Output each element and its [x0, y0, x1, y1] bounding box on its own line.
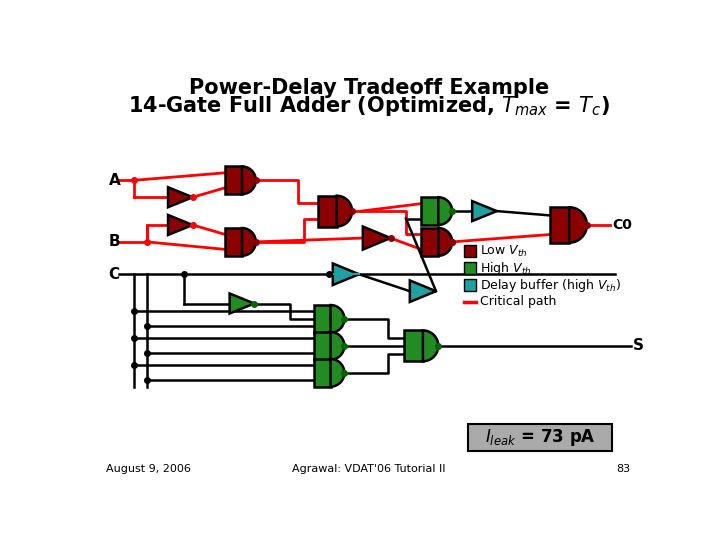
Polygon shape [410, 280, 436, 302]
Polygon shape [230, 294, 254, 314]
Text: A: A [109, 173, 120, 188]
Polygon shape [438, 197, 452, 225]
Text: Agrawal: VDAT'06 Tutorial II: Agrawal: VDAT'06 Tutorial II [292, 464, 446, 474]
Polygon shape [472, 201, 497, 221]
Bar [464, 262, 476, 274]
Bar [464, 245, 476, 257]
Polygon shape [168, 187, 193, 207]
Polygon shape [314, 305, 330, 333]
Polygon shape [314, 359, 330, 387]
Polygon shape [438, 228, 452, 256]
Polygon shape [423, 330, 438, 361]
Text: 83: 83 [616, 464, 631, 474]
Polygon shape [242, 166, 256, 194]
Polygon shape [421, 228, 438, 256]
Polygon shape [421, 197, 438, 225]
Text: C: C [109, 267, 120, 282]
Polygon shape [225, 166, 242, 194]
Polygon shape [318, 195, 337, 226]
Text: 14-Gate Full Adder (Optimized, $\mathit{T}_{max}$ = $\mathit{T}_c$): 14-Gate Full Adder (Optimized, $\mathit{… [128, 93, 610, 118]
Polygon shape [242, 228, 256, 256]
Polygon shape [168, 215, 193, 235]
Polygon shape [570, 207, 587, 242]
Polygon shape [314, 332, 330, 360]
Text: Low $V_{th}$: Low $V_{th}$ [480, 244, 528, 259]
Polygon shape [333, 264, 359, 285]
Polygon shape [330, 332, 344, 360]
FancyBboxPatch shape [468, 424, 612, 450]
Polygon shape [363, 226, 390, 249]
Polygon shape [330, 359, 344, 387]
Polygon shape [550, 207, 570, 242]
Text: S: S [633, 339, 644, 353]
Text: B: B [109, 234, 120, 249]
Text: August 9, 2006: August 9, 2006 [106, 464, 191, 474]
Text: Delay buffer (high $V_{th}$): Delay buffer (high $V_{th}$) [480, 276, 621, 294]
Text: Critical path: Critical path [480, 295, 557, 308]
Text: High $V_{th}$: High $V_{th}$ [480, 260, 531, 276]
Text: C0: C0 [612, 218, 632, 232]
Polygon shape [330, 305, 344, 333]
Polygon shape [225, 228, 242, 256]
Text: Power-Delay Tradeoff Example: Power-Delay Tradeoff Example [189, 78, 549, 98]
Polygon shape [337, 195, 352, 226]
Polygon shape [405, 330, 423, 361]
Bar [464, 279, 476, 291]
Text: $\mathit{I}_{leak}$ = 73 pA: $\mathit{I}_{leak}$ = 73 pA [485, 427, 595, 448]
